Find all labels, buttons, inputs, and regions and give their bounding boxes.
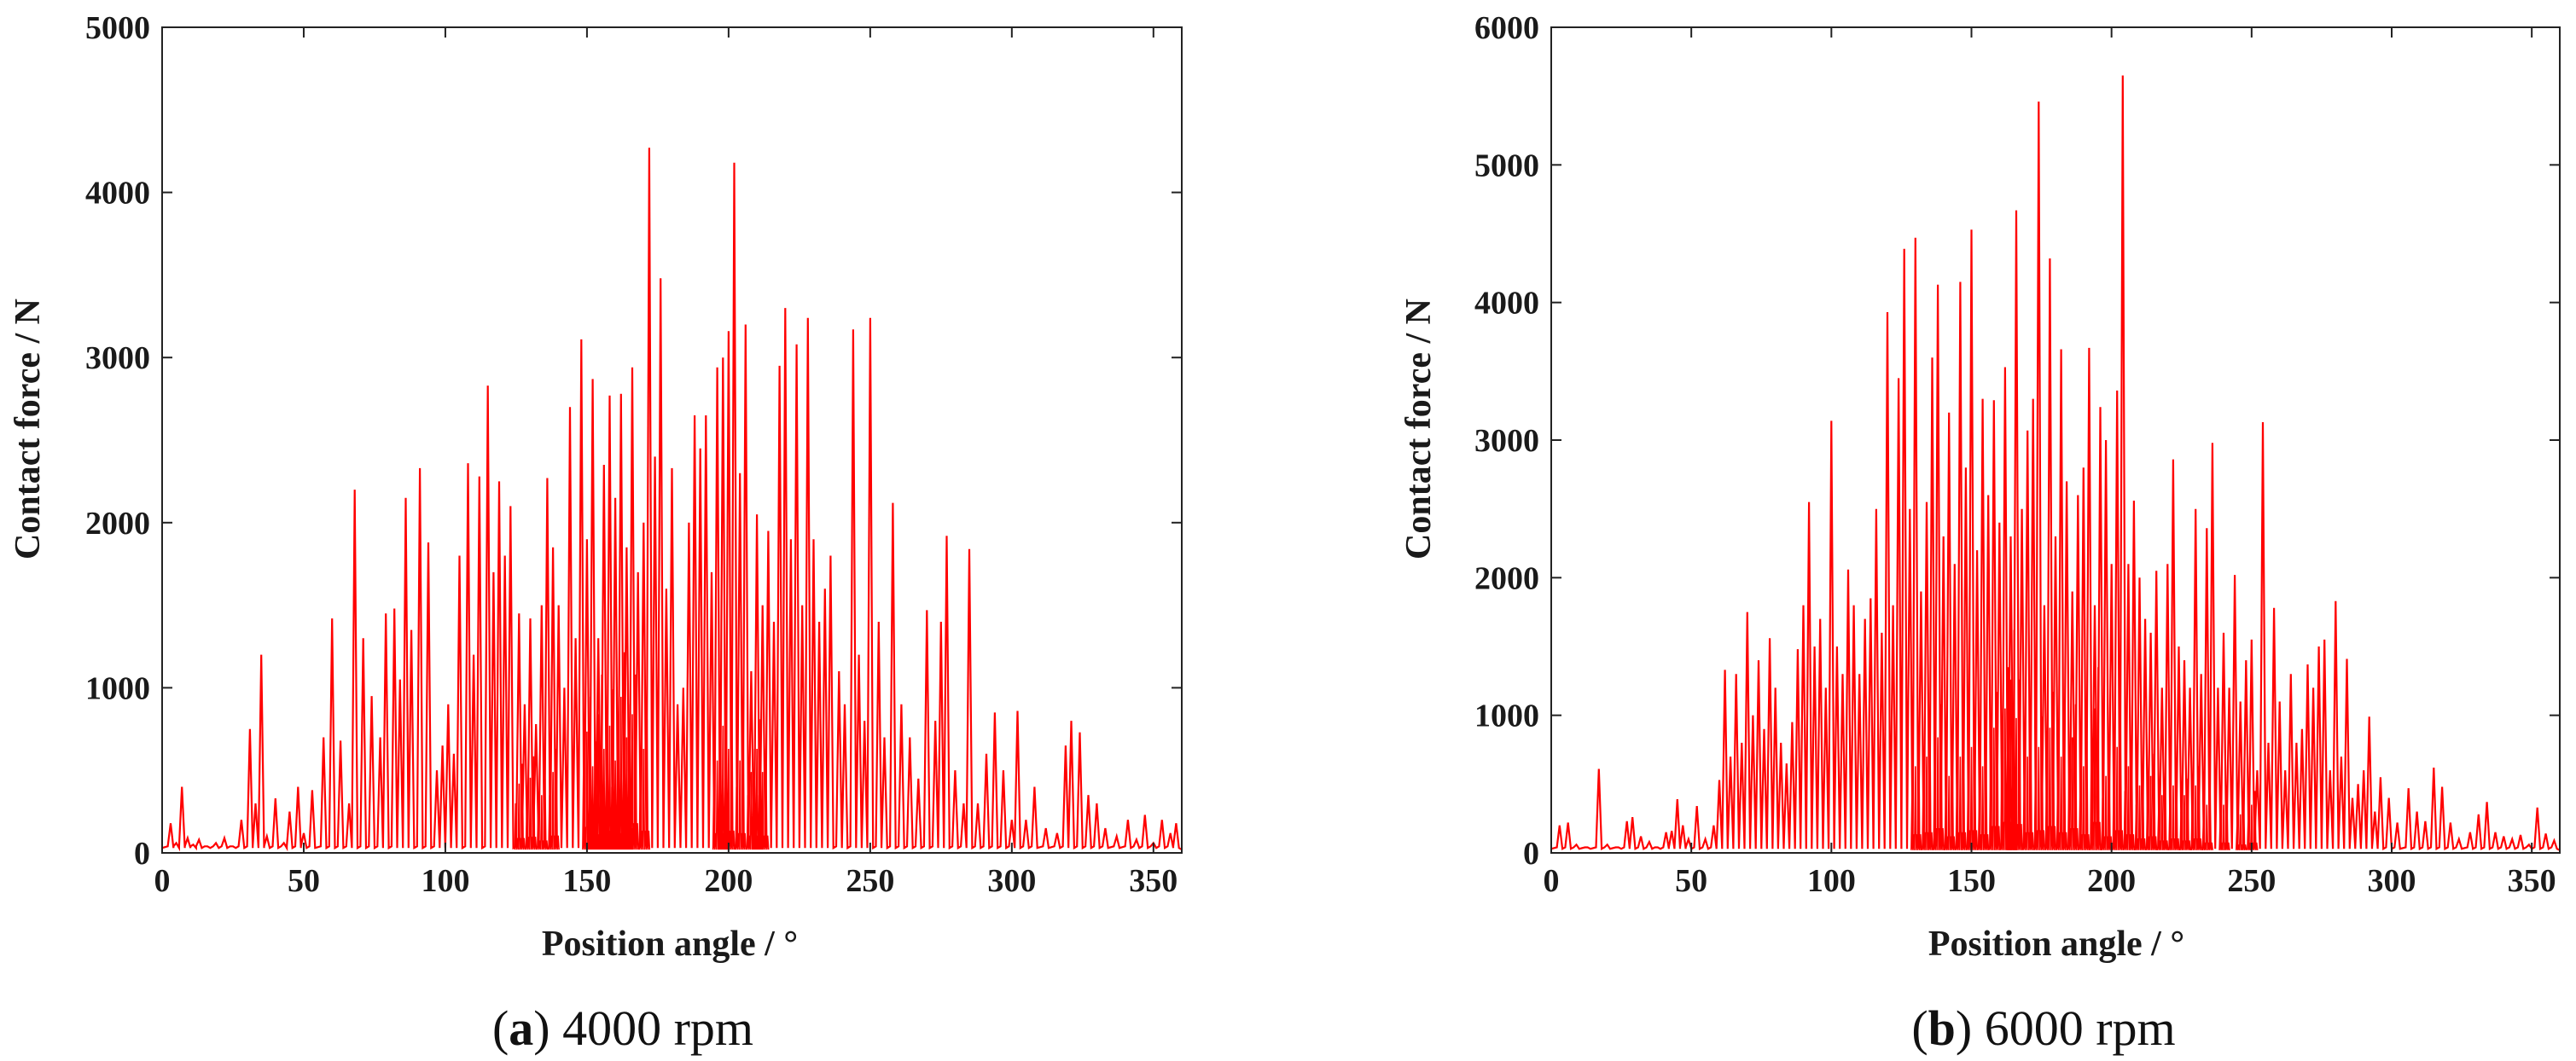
y-tick-label: 4000: [85, 176, 150, 212]
y-tick-label: 1000: [1474, 699, 1539, 734]
x-tick-label: 250: [846, 863, 894, 899]
x-tick-label: 300: [987, 863, 1036, 899]
caption-b: (b) 6000 rpm: [1911, 1000, 2175, 1056]
x-axis-label: Position angle / °: [1928, 925, 2184, 964]
x-tick-label: 0: [1544, 863, 1560, 899]
x-tick-label: 350: [2508, 863, 2556, 899]
y-tick-label: 2000: [85, 506, 150, 542]
x-tick-label: 300: [2368, 863, 2416, 899]
x-tick-label: 200: [2087, 863, 2136, 899]
y-tick-label: 4000: [1474, 286, 1539, 322]
x-tick-label: 250: [2227, 863, 2276, 899]
x-tick-label: 50: [1675, 863, 1707, 899]
y-tick-label: 0: [1523, 836, 1539, 872]
y-tick-label: 3000: [85, 340, 150, 376]
caption-close-paren: ): [1956, 1000, 1985, 1056]
caption-a: (a) 4000 rpm: [492, 1000, 753, 1056]
y-tick-label: 5000: [1474, 148, 1539, 183]
caption-open-paren: (: [492, 1000, 509, 1056]
x-tick-label: 200: [704, 863, 753, 899]
x-tick-label: 100: [1807, 863, 1856, 899]
force-series-line: [1551, 75, 2560, 851]
x-tick-label: 150: [562, 863, 611, 899]
chart-panel-a: Contact force / N Position angle / ° (a)…: [9, 10, 1183, 1056]
x-tick-label: 0: [154, 863, 171, 899]
x-tick-label: 350: [1129, 863, 1178, 899]
y-tick-label: 5000: [85, 10, 150, 46]
y-tick-label: 3000: [1474, 423, 1539, 459]
force-series-dense-trace: [514, 652, 770, 850]
x-axis-label: Position angle / °: [542, 925, 798, 964]
caption-text: 4000 rpm: [562, 1000, 753, 1056]
caption-letter: b: [1928, 1000, 1956, 1056]
y-axis-label: Contact force / N: [9, 299, 48, 559]
y-tick-label: 6000: [1474, 10, 1539, 46]
caption-letter: a: [509, 1000, 533, 1056]
caption-open-paren: (: [1911, 1000, 1928, 1056]
x-tick-label: 150: [1947, 863, 1996, 899]
x-tick-label: 100: [421, 863, 469, 899]
y-tick-label: 2000: [1474, 560, 1539, 596]
force-series-line: [162, 148, 1182, 852]
plot-frame: [161, 26, 1183, 854]
force-series-dense-trace: [1910, 629, 2259, 850]
y-tick-label: 1000: [85, 670, 150, 706]
y-tick-label: 0: [134, 836, 150, 872]
chart-panel-b: Contact force / N Position angle / ° (b)…: [1399, 10, 2561, 1056]
x-tick-label: 50: [288, 863, 320, 899]
caption-close-paren: ): [533, 1000, 562, 1056]
y-axis-label: Contact force / N: [1399, 299, 1439, 559]
caption-text: 6000 rpm: [1985, 1000, 2176, 1056]
